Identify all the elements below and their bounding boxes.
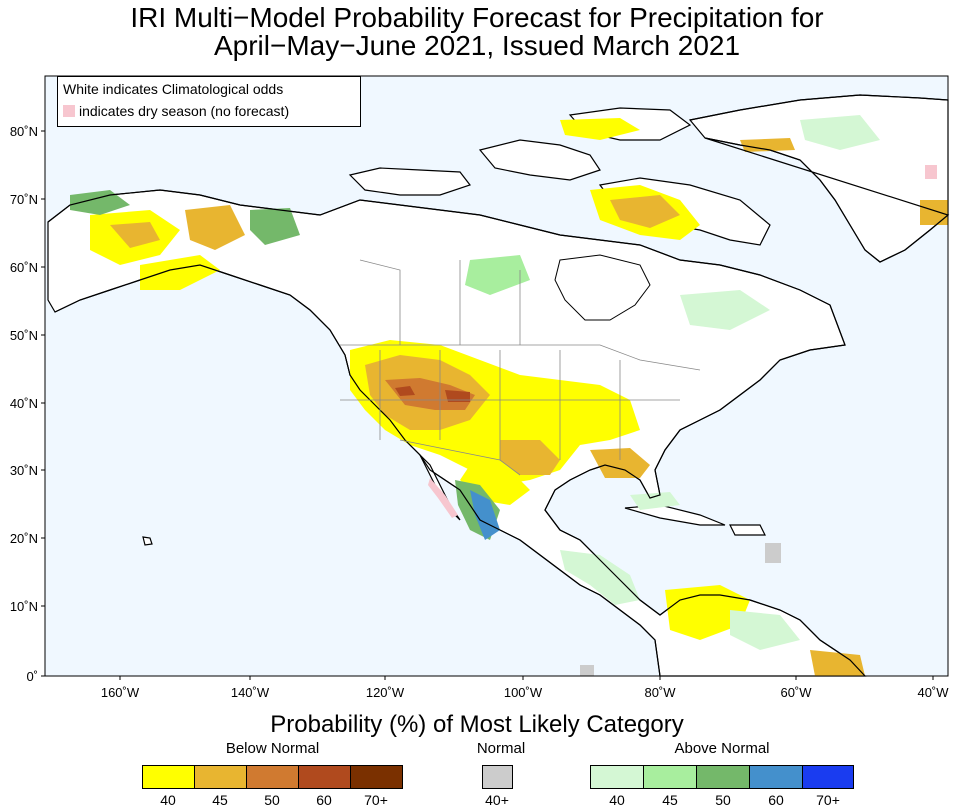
above-normal-tick: 60 (768, 792, 784, 808)
region-texas (500, 440, 560, 475)
above-normal-tick: 45 (662, 792, 678, 808)
longitude-labels: 160˚W 140˚W 120˚W 100˚W 80˚W 60˚W 40˚W (101, 685, 949, 700)
region-canada-central-wet (465, 255, 530, 295)
map-title-line-2: April−May−June 2021, Issued March 2021 (213, 30, 741, 61)
arctic-island-2 (478, 139, 601, 181)
region-normal-caribbean (765, 543, 781, 563)
dry-season-note: indicates dry season (no forecast) (63, 103, 289, 119)
below-normal-tick: 40 (160, 792, 176, 808)
below-normal-label: Below Normal (225, 740, 320, 757)
above-normal-swatch-40 (590, 765, 644, 789)
latitude-labels: 80˚N 70˚N 60˚N 50˚N 40˚N 30˚N 20˚N 10˚N … (10, 124, 38, 684)
below-normal-tick: 60 (316, 792, 332, 808)
above-normal-label: Above Normal (674, 740, 770, 757)
lon-label: 120˚W (366, 685, 405, 700)
below-normal-tick: 50 (264, 792, 280, 808)
dry-season-regions (428, 165, 937, 518)
region-alaska-northwest-wet (70, 190, 130, 215)
region-northern-islands (560, 118, 640, 140)
region-greenland-east (920, 200, 948, 225)
lon-label: 80˚W (644, 685, 676, 700)
below-normal-tick: 45 (212, 792, 228, 808)
above-normal-swatch-70 (802, 765, 854, 789)
region-alaska-west-core (110, 222, 160, 248)
above-normal-tick: 70+ (816, 792, 840, 808)
region-caribbean-wet (630, 492, 680, 510)
axis-ticks (41, 130, 934, 680)
region-dry-baja (428, 478, 458, 518)
below-normal-swatch-60 (298, 765, 351, 789)
above-normal-tick: 50 (715, 792, 731, 808)
region-eastern-canada-wet (680, 290, 770, 330)
above-normal-regions (70, 115, 880, 650)
below-normal-swatch-70 (350, 765, 403, 789)
coastlines (47, 94, 950, 677)
region-amazon-east (810, 650, 865, 676)
normal-swatch-40 (482, 765, 513, 789)
above-normal-tick: 40 (609, 792, 625, 808)
region-alaska-central (185, 205, 245, 250)
climatology-legend-box: White indicates Climatological odds indi… (57, 76, 361, 127)
lat-label: 50˚N (10, 328, 38, 343)
climatology-note: White indicates Climatological odds (63, 81, 284, 97)
region-alaska-south (140, 255, 220, 290)
lon-label: 60˚W (780, 685, 812, 700)
below-normal-swatch-40 (142, 765, 195, 789)
below-normal-swatch-50 (246, 765, 299, 789)
below-normal-tick: 70+ (364, 792, 388, 808)
region-greenland-central (740, 138, 795, 152)
above-normal-swatch-60 (749, 765, 803, 789)
lon-label: 40˚W (917, 685, 949, 700)
political-boundaries (340, 259, 701, 476)
region-sierra-madre-wet (470, 490, 500, 540)
lat-label: 80˚N (10, 124, 38, 139)
region-yukon-wet (250, 208, 300, 245)
below-normal-regions (90, 118, 948, 676)
hawaii (142, 536, 153, 546)
region-greenland-west-wet (800, 115, 880, 150)
lat-label: 60˚N (10, 260, 38, 275)
normal-tick: 40+ (485, 792, 509, 808)
region-southeast-us (590, 448, 650, 478)
above-normal-swatch-50 (696, 765, 750, 789)
below-normal-swatch-45 (194, 765, 247, 789)
lon-label: 100˚W (504, 685, 543, 700)
hispaniola (729, 524, 766, 536)
lat-label: 0˚ (26, 669, 38, 684)
legend-heading: Probability (%) of Most Likely Category (270, 711, 684, 738)
lon-label: 160˚W (101, 685, 140, 700)
normal-label: Normal (476, 740, 526, 757)
lat-label: 30˚N (10, 463, 38, 478)
map-title-line-1: IRI Multi−Model Probability Forecast for… (130, 2, 824, 33)
map-frame (44, 75, 949, 677)
lat-label: 20˚N (10, 531, 38, 546)
region-dry-greenland (925, 165, 937, 179)
region-quebec-core (610, 195, 680, 228)
lat-label: 40˚N (10, 396, 38, 411)
hudson-bay (554, 254, 651, 321)
dry-season-swatch (63, 105, 75, 117)
arctic-island-1 (348, 167, 471, 196)
above-normal-swatch-45 (643, 765, 697, 789)
lat-label: 10˚N (10, 599, 38, 614)
lon-label: 140˚W (231, 685, 270, 700)
region-normal-pacific (580, 665, 594, 676)
normal-regions (580, 543, 781, 676)
region-central-america-wet (560, 550, 640, 605)
region-venezuela-wet (730, 610, 800, 650)
lat-label: 70˚N (10, 192, 38, 207)
region-great-basin-max (395, 386, 415, 396)
dry-season-note-text: indicates dry season (no forecast) (79, 103, 290, 119)
region-great-basin-max-2 (445, 390, 470, 402)
